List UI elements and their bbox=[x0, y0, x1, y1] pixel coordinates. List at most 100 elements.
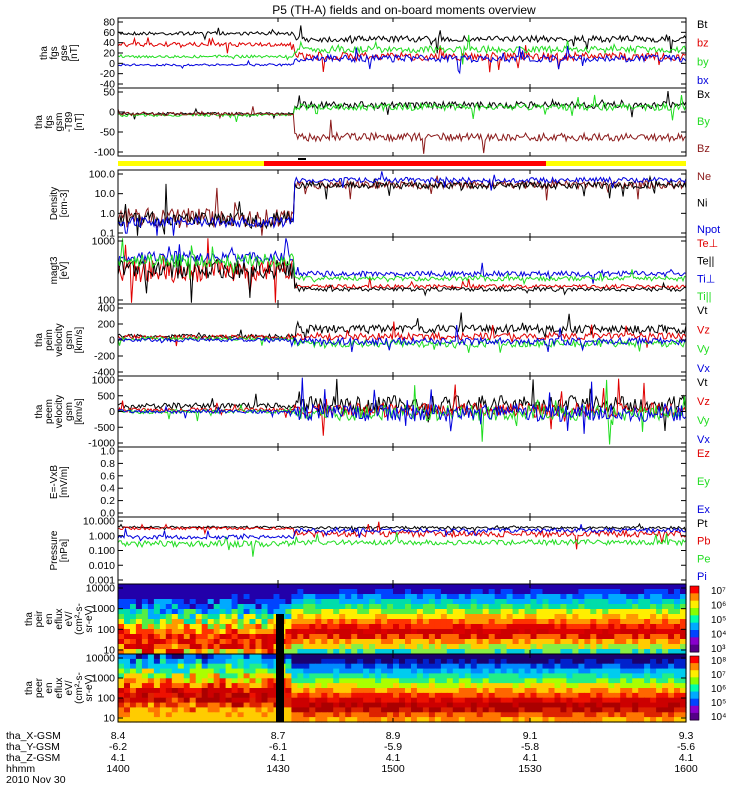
spectrogram-cell bbox=[638, 619, 645, 625]
spectrogram-cell bbox=[428, 707, 436, 713]
spectrogram-cell bbox=[620, 668, 627, 675]
spectrogram-cell bbox=[225, 649, 233, 655]
spectrogram-cell bbox=[201, 663, 209, 670]
spectrogram-cell bbox=[255, 654, 263, 660]
spectrogram-cell bbox=[189, 644, 197, 650]
spectrogram-cell bbox=[345, 688, 352, 694]
spectrogram-cell bbox=[171, 604, 179, 610]
spectrogram-cell bbox=[189, 604, 197, 610]
spectrogram-cell bbox=[584, 707, 591, 713]
spectrogram-cell bbox=[536, 688, 544, 694]
spectrogram-cell bbox=[177, 614, 185, 620]
spectrogram-cell bbox=[333, 697, 340, 704]
spectrogram-cell bbox=[381, 668, 388, 675]
spectrogram-cell bbox=[285, 678, 292, 684]
spectrogram-cell bbox=[291, 697, 298, 704]
spectrogram-cell bbox=[249, 619, 257, 625]
spectrogram-cell bbox=[351, 658, 358, 665]
spectrogram-cell bbox=[464, 639, 472, 645]
spectrogram-cell bbox=[183, 692, 191, 699]
spectrogram-cell bbox=[596, 634, 603, 640]
spectrogram-cell bbox=[219, 668, 227, 675]
spectrogram-cell bbox=[381, 599, 388, 605]
spectrogram-cell bbox=[626, 712, 633, 718]
spectrogram-cell bbox=[333, 663, 340, 670]
spectrogram-cell bbox=[536, 707, 544, 713]
spectrogram-cell bbox=[177, 707, 185, 713]
spectrogram-cell bbox=[506, 634, 514, 640]
spectrogram-cell bbox=[231, 712, 239, 718]
spectrogram-cell bbox=[674, 629, 681, 635]
spectrogram-cell bbox=[656, 599, 663, 605]
spectrogram-cell bbox=[411, 589, 418, 595]
spectrogram-cell bbox=[644, 619, 651, 625]
spectrogram-cell bbox=[124, 678, 131, 684]
spectrogram-cell bbox=[452, 604, 460, 610]
spectrogram-cell bbox=[494, 663, 502, 670]
spectrogram-cell bbox=[674, 717, 681, 723]
spectrogram-cell bbox=[327, 624, 334, 630]
spectrogram-cell bbox=[255, 609, 263, 615]
spectrogram-cell bbox=[638, 717, 645, 723]
spectrogram-cell bbox=[399, 619, 406, 625]
ephemeris-value: 8.7 bbox=[271, 730, 286, 742]
spectrogram-cell bbox=[452, 707, 460, 713]
spectrogram-cell bbox=[243, 619, 251, 625]
series-Ti⊥-line bbox=[117, 238, 687, 284]
spectrogram-cell bbox=[524, 584, 532, 590]
spectrogram-cell bbox=[375, 663, 382, 670]
spectrogram-cell bbox=[662, 589, 669, 595]
spectrogram-cell bbox=[488, 634, 496, 640]
spectrogram-cell bbox=[249, 644, 257, 650]
spectrogram-cell bbox=[243, 717, 251, 723]
spectrogram-cell bbox=[566, 629, 573, 635]
spectrogram-cell bbox=[219, 663, 227, 670]
spectrogram-cell bbox=[124, 712, 131, 718]
spectrogram-cell bbox=[369, 599, 376, 605]
spectrogram-cell bbox=[405, 639, 412, 645]
spectrogram-cell bbox=[225, 619, 233, 625]
spectrogram-cell bbox=[416, 609, 424, 615]
spectrogram-cell bbox=[506, 668, 514, 675]
spectrogram-cell bbox=[213, 717, 221, 723]
spectrogram-cell bbox=[393, 654, 400, 660]
spectrogram-cell bbox=[183, 624, 191, 630]
spectrogram-cell bbox=[638, 707, 645, 713]
spectrogram-cell bbox=[291, 692, 298, 699]
spectrogram-cell bbox=[153, 614, 161, 620]
spectrogram-cell bbox=[369, 634, 376, 640]
spectrogram-cell bbox=[255, 614, 263, 620]
spectrogram-cell bbox=[255, 584, 263, 590]
colorbar-tick-label: 10⁴ bbox=[711, 630, 726, 641]
spectrogram-cell bbox=[177, 634, 185, 640]
spectrogram-cell bbox=[183, 688, 191, 694]
spectrogram-cell bbox=[213, 668, 221, 675]
spectrogram-cell bbox=[590, 688, 597, 694]
spectrogram-cell bbox=[662, 639, 669, 645]
spectrogram-cell bbox=[237, 663, 245, 670]
spectrogram-cell bbox=[399, 599, 406, 605]
spectrogram-cell bbox=[291, 644, 298, 650]
spectrogram-cell bbox=[602, 702, 609, 709]
y-tick-label: 1.0 bbox=[100, 446, 115, 458]
spectrogram-cell bbox=[482, 614, 490, 620]
spectrogram-cell bbox=[130, 712, 137, 718]
spectrogram-cell bbox=[680, 707, 687, 713]
spectrogram-cell bbox=[452, 663, 460, 670]
spectrogram-cell bbox=[135, 639, 143, 645]
spectrogram-cell bbox=[620, 609, 627, 615]
spectrogram-cell bbox=[470, 688, 478, 694]
spectrogram-cell bbox=[590, 668, 597, 675]
spectrogram-cell bbox=[165, 707, 173, 713]
spectrogram-cell bbox=[452, 717, 460, 723]
spectrogram-cell bbox=[267, 707, 275, 713]
spectrogram-cell bbox=[369, 604, 376, 610]
spectrogram-cell bbox=[201, 584, 209, 590]
spectrogram-cell bbox=[416, 634, 424, 640]
spectrogram-cell bbox=[554, 692, 562, 699]
spectrogram-cell bbox=[422, 639, 430, 645]
spectrogram-cell bbox=[141, 634, 149, 640]
spectrogram-cell bbox=[518, 584, 526, 590]
spectrogram-cell bbox=[476, 634, 484, 640]
